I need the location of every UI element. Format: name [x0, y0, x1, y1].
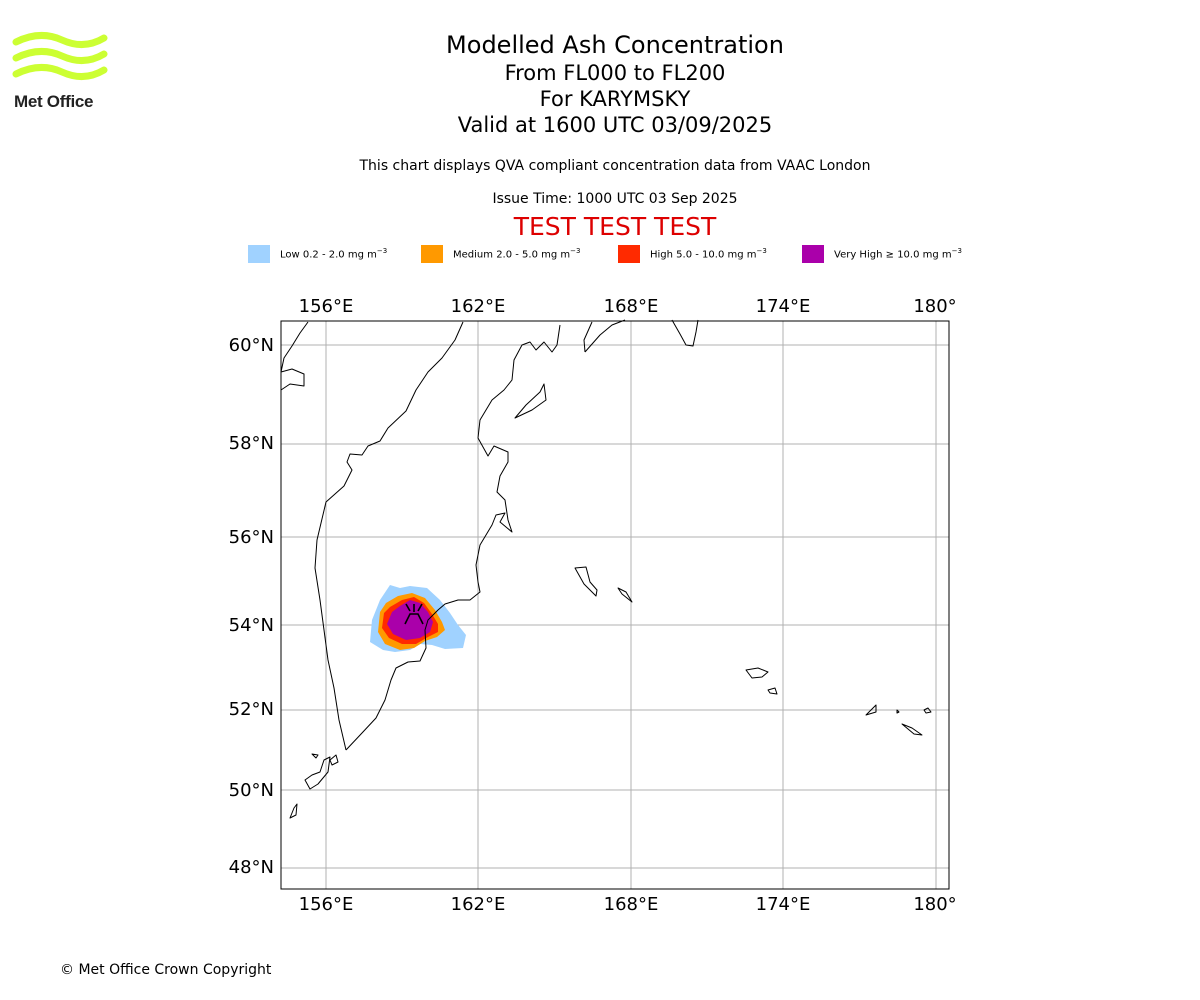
- met-office-logo: [12, 32, 108, 80]
- legend-swatch-low: [248, 245, 270, 263]
- lon-label-bottom: 180°: [913, 894, 956, 915]
- coastline-kamchatka-east: [345, 324, 561, 751]
- legend-label-low: Low 0.2 - 2.0 mg m−3: [280, 247, 388, 261]
- map-gridlines: [281, 321, 949, 889]
- coastline-aleutian-1: [745, 667, 769, 679]
- coastline-kamchatka-west: [314, 321, 464, 751]
- ash-very-high: [387, 600, 433, 640]
- coastlines: [280, 319, 932, 819]
- issue-time: Issue Time: 1000 UTC 03 Sep 2025: [492, 191, 738, 207]
- volcano-name: For KARYMSKY: [539, 87, 691, 111]
- lat-label: 52°N: [229, 699, 274, 720]
- lon-label-top: 168°E: [604, 296, 659, 317]
- lon-label-bottom: 162°E: [451, 894, 506, 915]
- coastline-bering-island: [574, 566, 598, 597]
- coastline-medny-island: [617, 587, 633, 603]
- lon-label-bottom: 156°E: [299, 894, 354, 915]
- coastline-kuril-1: [304, 756, 331, 790]
- ash-contours: [370, 585, 466, 652]
- coastline-aleutian-2: [767, 687, 778, 695]
- coastline-aleutian-5: [901, 723, 923, 736]
- coastline-koryak-east: [583, 319, 699, 353]
- coastline-karaginsky-island: [514, 383, 547, 419]
- legend-label-medium: Medium 2.0 - 5.0 mg m−3: [453, 247, 581, 261]
- legend-swatch-very-high: [802, 245, 824, 263]
- coastline-kuril-4: [289, 803, 298, 819]
- lon-label-bottom: 168°E: [604, 894, 659, 915]
- flight-level-range: From FL000 to FL200: [504, 61, 726, 85]
- lat-label: 54°N: [229, 615, 274, 636]
- logo-waves-icon: [12, 32, 108, 80]
- lat-label: 48°N: [229, 857, 274, 878]
- coastline-aleutian-4: [896, 709, 900, 714]
- lat-label: 58°N: [229, 433, 274, 454]
- lon-label-bottom: 174°E: [756, 894, 811, 915]
- legend-item-very-high: Very High ≥ 10.0 mg m−3: [802, 244, 962, 264]
- legend-swatch-medium: [421, 245, 443, 263]
- coastline-aleutian-6: [923, 707, 932, 714]
- lat-label: 50°N: [229, 780, 274, 801]
- volcano-icon: [404, 603, 424, 625]
- title-block: Modelled Ash Concentration From FL000 to…: [0, 30, 1200, 138]
- chart-subtitle: This chart displays QVA compliant concen…: [359, 158, 871, 174]
- lon-label-top: 180°: [913, 296, 956, 317]
- lon-label-top: 156°E: [299, 296, 354, 317]
- legend-item-medium: Medium 2.0 - 5.0 mg m−3: [421, 244, 581, 264]
- coastline-okhotsk-notch: [280, 368, 305, 391]
- lat-label: 60°N: [229, 335, 274, 356]
- legend-item-high: High 5.0 - 10.0 mg m−3: [618, 244, 767, 264]
- coastline-kuril-3: [311, 753, 319, 759]
- lon-label-top: 174°E: [756, 296, 811, 317]
- test-banner: TEST TEST TEST: [513, 212, 717, 241]
- lon-label-top: 162°E: [451, 296, 506, 317]
- lat-label: 56°N: [229, 527, 274, 548]
- coastline-aleutian-3: [865, 704, 877, 716]
- legend-label-very-high: Very High ≥ 10.0 mg m−3: [834, 247, 962, 261]
- map-frame: [280, 320, 950, 890]
- coastline-kuril-2: [329, 754, 339, 766]
- legend-item-low: Low 0.2 - 2.0 mg m−3: [248, 244, 387, 264]
- valid-time: Valid at 1600 UTC 03/09/2025: [457, 113, 773, 137]
- map-axis-labels: 156°E 162°E 168°E 174°E 180° 156°E 162°E…: [229, 296, 957, 915]
- coastline-okhotsk-north: [280, 321, 309, 373]
- legend-label-high: High 5.0 - 10.0 mg m−3: [650, 247, 767, 261]
- logo-text: Met Office: [14, 92, 94, 111]
- legend-swatch-high: [618, 245, 640, 263]
- legend: Low 0.2 - 2.0 mg m−3 Medium 2.0 - 5.0 mg…: [0, 244, 1200, 264]
- chart-title: Modelled Ash Concentration: [446, 31, 784, 59]
- copyright: © Met Office Crown Copyright: [60, 962, 272, 978]
